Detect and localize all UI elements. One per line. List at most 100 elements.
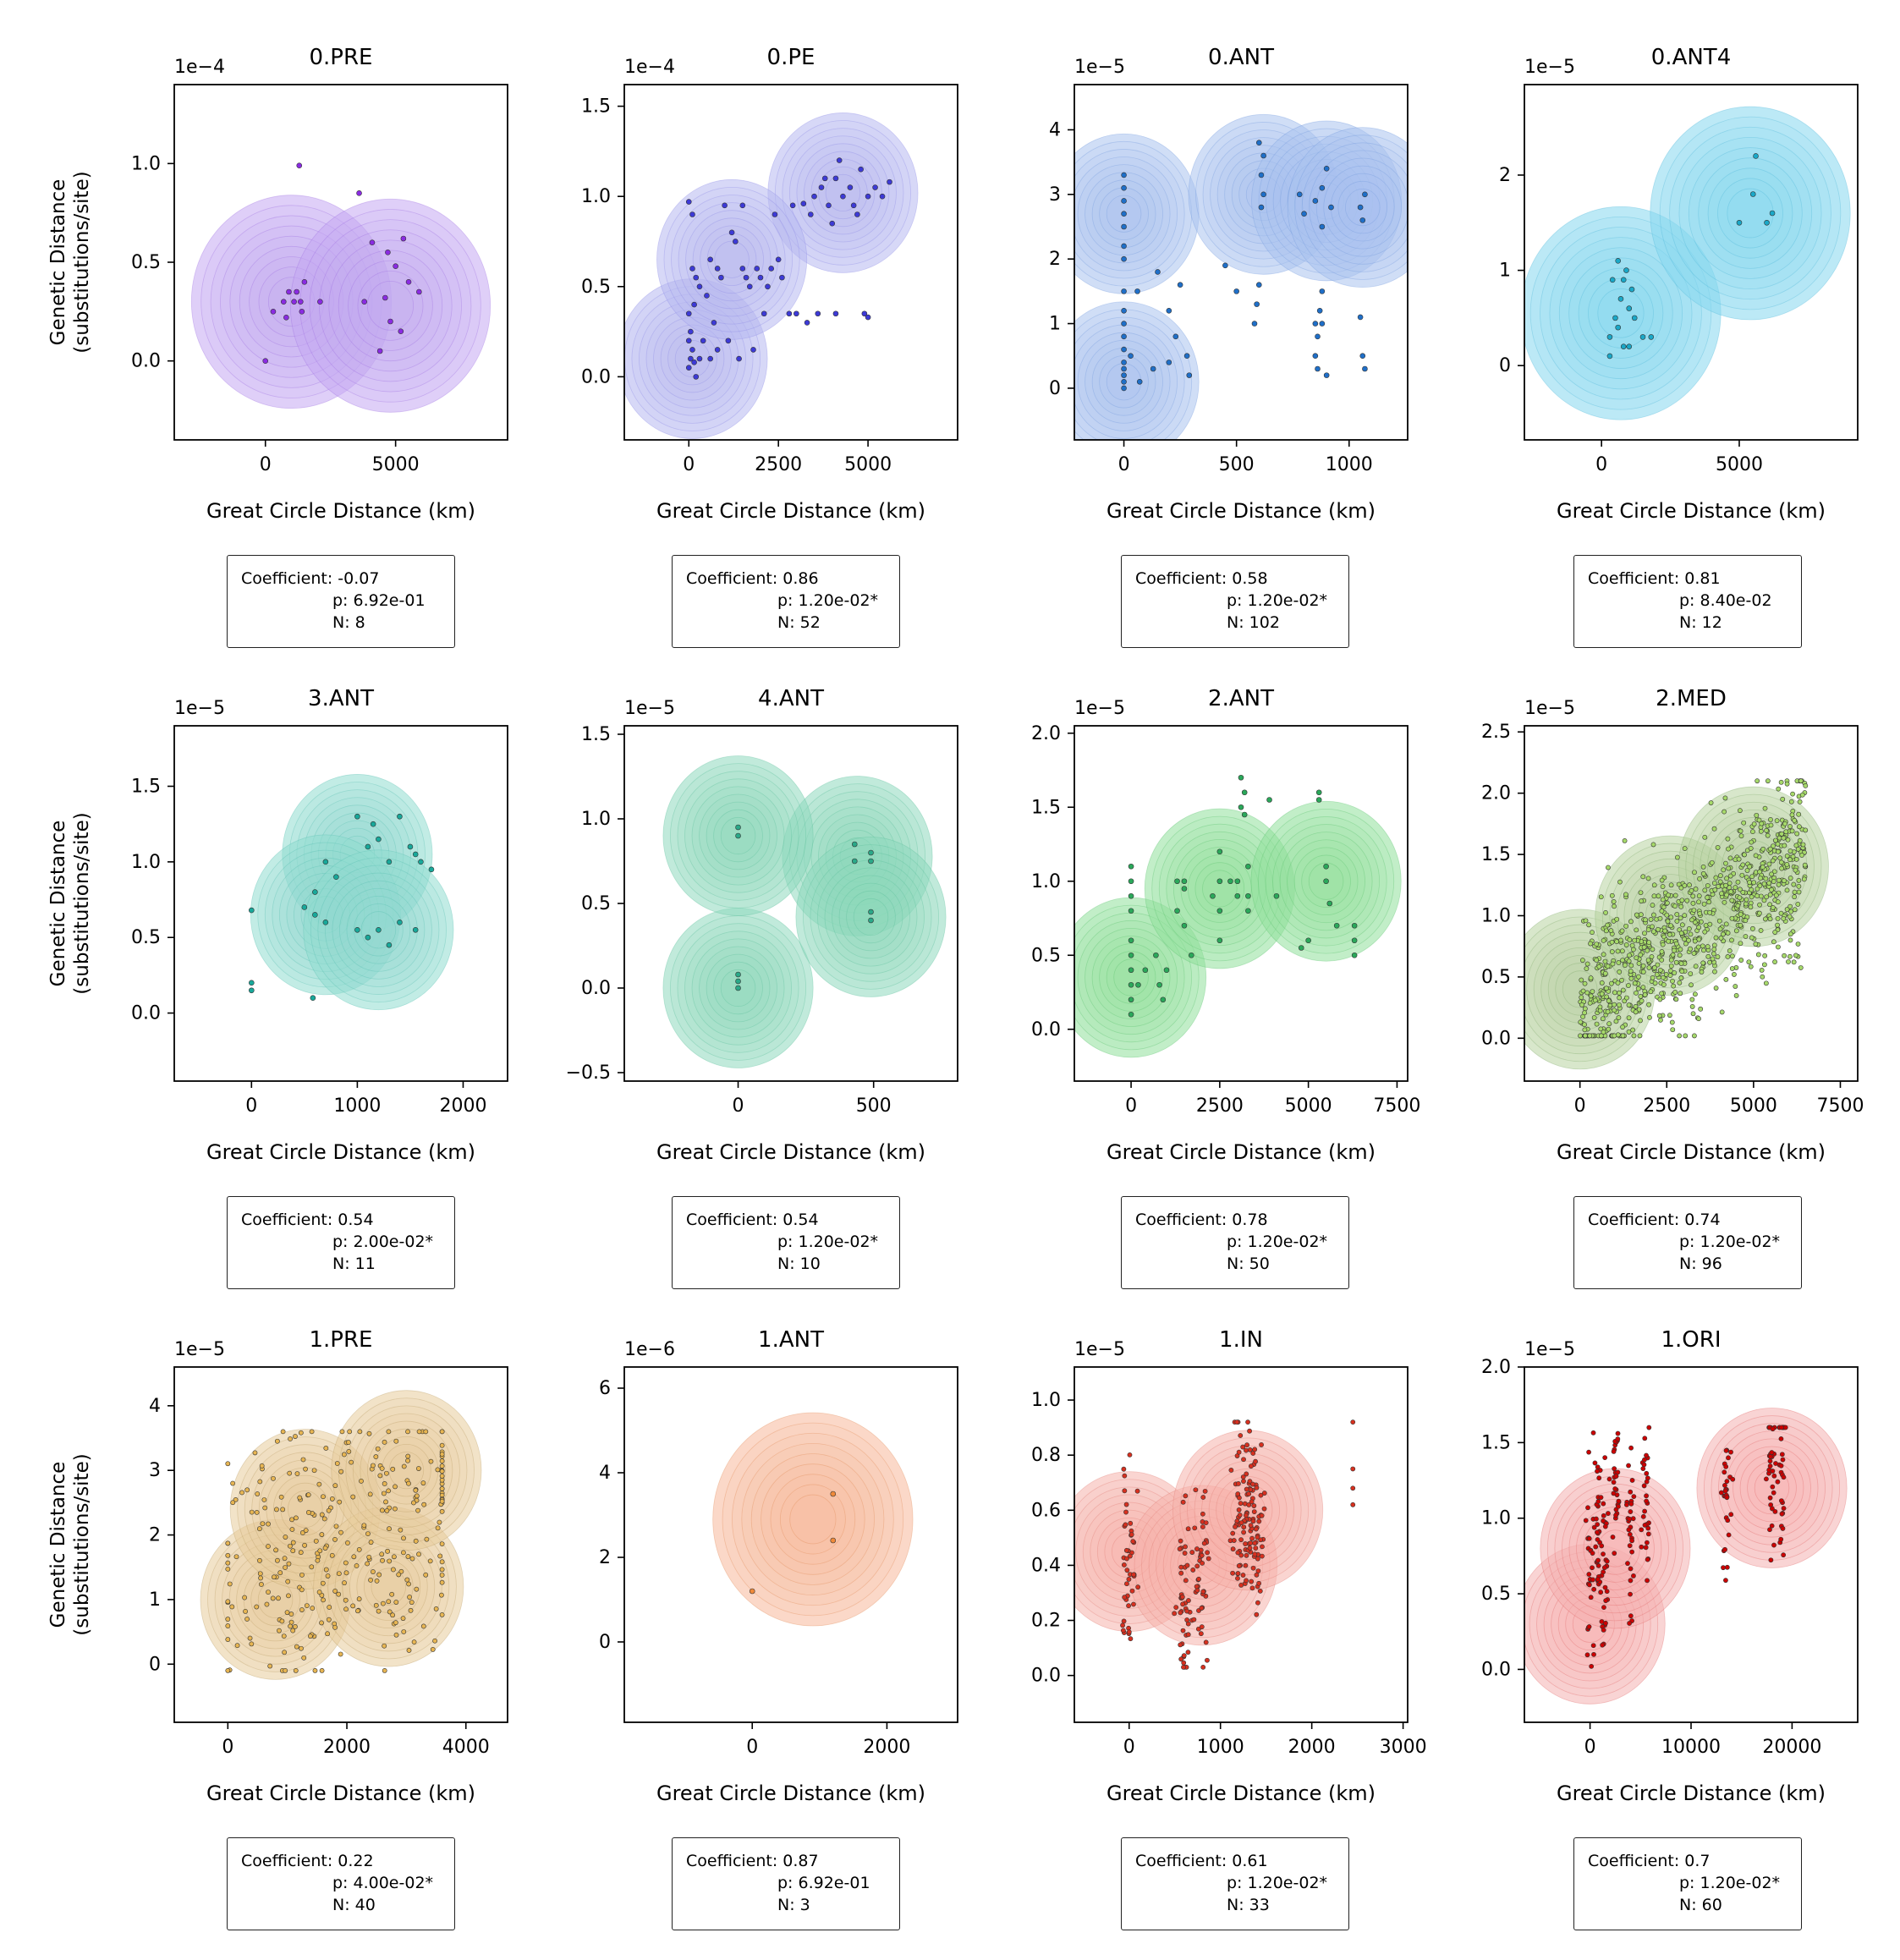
data-point [1186,372,1193,378]
data-point [1351,937,1358,944]
data-point [391,1567,396,1573]
data-point [1767,1463,1773,1469]
y-tick-label: 0.6 [1031,1500,1061,1521]
data-point [1609,892,1615,898]
data-point [1723,1463,1729,1469]
data-point [1598,894,1604,900]
data-point [337,1499,343,1505]
data-point [1236,1481,1241,1486]
data-point [1723,921,1729,927]
data-point [301,904,308,910]
data-point [1776,877,1782,883]
data-point [685,310,692,317]
data-point [725,338,732,344]
data-point [1315,365,1321,372]
data-point [1599,1619,1605,1624]
data-point [1181,1660,1187,1666]
data-point [1678,931,1684,936]
kde-contour [741,1443,885,1596]
data-point [1787,937,1793,943]
data-point [1172,333,1179,340]
data-point [1597,1007,1603,1013]
data-point [319,1512,325,1518]
kde-contour [348,260,433,351]
data-point [1255,1535,1260,1540]
data-point [1792,907,1798,913]
data-point [1630,1027,1636,1033]
data-point [1672,990,1678,995]
data-point [387,1558,393,1564]
data-point [321,1597,326,1603]
data-point [736,355,742,362]
data-point [1776,944,1781,950]
data-point [1693,887,1699,892]
data-point [1237,1495,1242,1501]
data-point [333,874,339,881]
data-point [1723,1578,1728,1584]
kde-contour [1707,167,1793,259]
data-point [1121,385,1127,392]
stats-coefficient: Coefficient: 0.87 [686,1852,819,1870]
data-point [321,1516,327,1522]
data-point [1590,930,1595,936]
data-point [1617,296,1624,302]
data-point [1598,1033,1604,1039]
data-point [1235,1550,1241,1556]
data-point [1673,996,1679,1002]
data-point [1602,1455,1608,1461]
data-point [1749,887,1754,892]
data-point [439,1579,445,1585]
data-point [1243,1541,1248,1546]
data-point [1312,353,1319,360]
data-point [1700,864,1706,870]
data-point [252,1450,258,1456]
data-point [1628,963,1634,969]
data-point [1245,1419,1250,1425]
kde-contour [692,217,772,302]
data-point [1592,997,1598,1003]
data-point [1748,904,1754,910]
y-tick-label: 4 [599,1463,611,1484]
y-tick-label: 1 [149,1589,161,1611]
data-point [688,355,694,362]
data-point [1638,1018,1643,1024]
data-point [1692,991,1698,997]
data-point [1624,1502,1629,1507]
data-point [1606,998,1612,1004]
data-point [343,1570,349,1576]
y-tick-label: 2.0 [1031,723,1061,744]
x-axis-label: Great Circle Distance (km) [1557,499,1826,523]
data-point [1636,1007,1642,1013]
data-point [256,1526,262,1532]
data-point [1614,939,1620,944]
data-point [779,274,785,281]
data-point [1665,919,1671,925]
data-point [249,987,255,994]
data-point [1604,985,1609,991]
data-point [346,1448,352,1454]
data-point [1247,1447,1253,1452]
data-point [277,1628,282,1633]
data-point [439,1469,445,1474]
data-point [254,1509,260,1515]
data-point [1131,1572,1137,1578]
data-point [1606,1021,1612,1027]
data-point [1236,1563,1242,1568]
data-point [1601,1565,1607,1571]
kde-contour [1568,257,1673,369]
data-point [1357,314,1364,321]
data-point [291,299,297,305]
data-point [361,1523,367,1529]
y-scale-label: 1e−5 [1074,57,1125,78]
data-point [718,274,724,281]
data-point [829,220,836,227]
data-point [1595,1576,1601,1582]
data-point [1599,980,1605,985]
data-point [1730,1476,1736,1482]
data-point [1635,985,1641,991]
data-point [1727,855,1733,861]
data-point [354,926,360,933]
kde-contour [825,173,861,212]
